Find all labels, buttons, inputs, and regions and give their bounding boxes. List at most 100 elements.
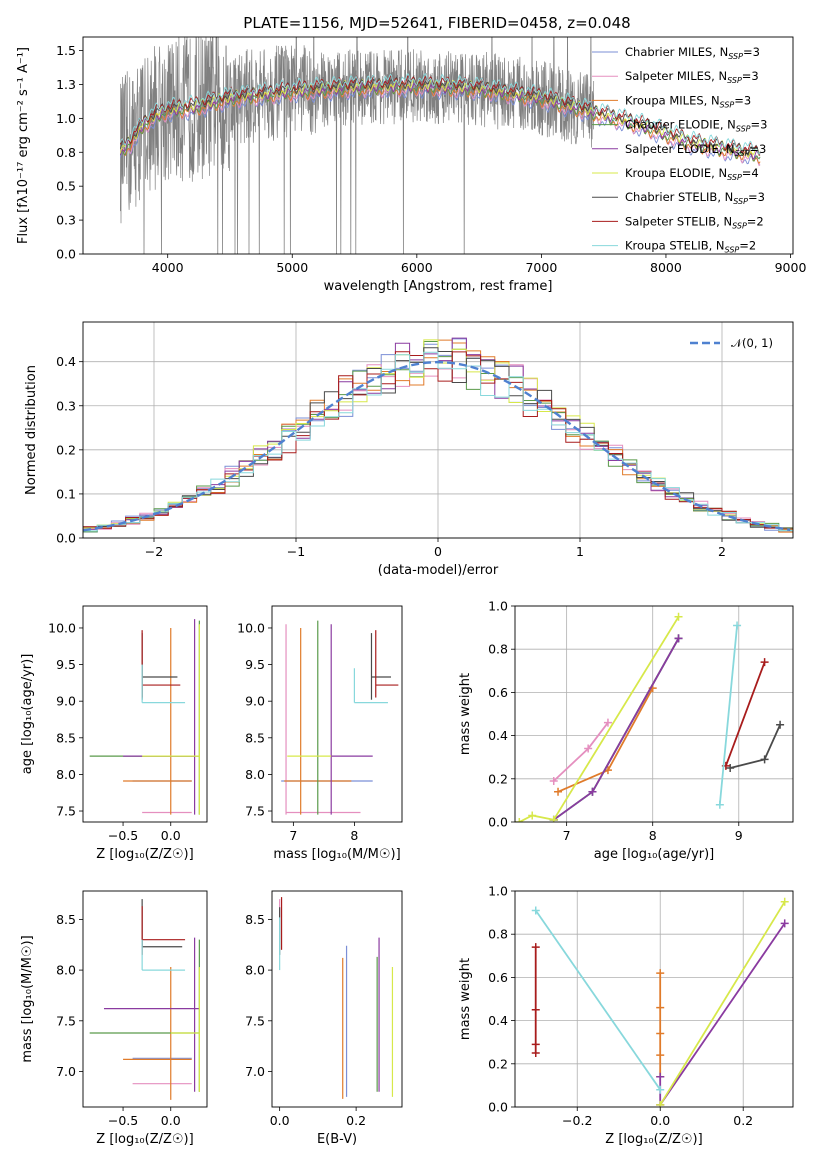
y-tick-label: 7.5	[245, 1013, 265, 1028]
legend-entry: 𝒩(0, 1)	[731, 336, 773, 350]
plot-area	[279, 897, 394, 1099]
plot-area	[89, 899, 200, 1100]
legend-entry: Salpeter ELODIE, NSSP=3	[625, 142, 766, 158]
y-tick-label: 1.5	[56, 43, 76, 58]
legend-label: Chabrier STELIB, N	[625, 190, 733, 204]
y-tick-label: 0.0	[56, 531, 76, 546]
y-tick-label: 0.4	[488, 1013, 508, 1028]
legend-entry: Salpeter MILES, NSSP=3	[625, 69, 759, 85]
y-axis-label: Normed distribution	[24, 365, 39, 495]
legend-entry: Kroupa MILES, NSSP=3	[625, 93, 751, 109]
legend-label: Salpeter MILES, N	[625, 69, 727, 83]
x-tick-label: 7	[289, 828, 297, 843]
plot-area	[119, 37, 761, 254]
axes-frame	[82, 36, 794, 255]
series-marker-2	[656, 1029, 665, 1038]
series-marker-5	[528, 811, 537, 820]
series-marker-1	[549, 776, 558, 785]
series-marker-4	[656, 1072, 665, 1081]
plot-area	[83, 337, 793, 535]
series-marker-2	[656, 1003, 665, 1012]
y-tick-label: 0.4	[56, 354, 76, 369]
series-marker-7	[531, 1005, 540, 1014]
x-tick-label: 9	[735, 828, 743, 843]
panel-mass-weight-vs-age: 7 8 9 0.0 0.2 0.4 0.6 0.8 1.0 age [log₁₀(age/yr)]…	[458, 599, 794, 862]
series-marker-5	[656, 1100, 665, 1107]
series-marker-7	[531, 1049, 540, 1057]
legend-entry: Chabrier ELODIE, NSSP=3	[625, 118, 767, 134]
series-marker-6	[760, 755, 769, 764]
legend-label: Chabrier MILES, N	[625, 45, 728, 59]
y-tick-label: 0.3	[56, 213, 76, 228]
panel-age-vs-mass: 7 8 7.5 8.0 8.5 9.0 9.5 10.0 mass [log₁₀(M/M☉)]	[237, 605, 403, 862]
y-tick-label: 0.0	[488, 1100, 508, 1115]
legend-subscript: SSP	[732, 221, 747, 230]
panel-mass-vs-Z: −0.5 0.0 7.0 7.5 8.0 8.5 Z [log₁₀(Z/Z☉)] mass […	[20, 890, 208, 1147]
observed-spectrum	[120, 37, 595, 254]
model-spectrum-7	[119, 75, 761, 156]
series-marker-5	[674, 612, 683, 621]
x-tick-label: 7	[563, 828, 571, 843]
x-axis-label: Z [log₁₀(Z/Z☉)]	[96, 847, 193, 862]
legend-label: Chabrier ELODIE, N	[625, 118, 736, 132]
x-tick-label: 7000	[525, 260, 557, 275]
series-marker-6	[726, 764, 735, 772]
axes-frame	[514, 605, 794, 823]
y-axis-label: mass weight	[458, 958, 473, 1040]
plot-area	[89, 619, 200, 815]
y-tick-label: 8.0	[56, 963, 76, 978]
series-marker-7	[531, 943, 540, 952]
y-tick-label: 9.0	[56, 694, 76, 709]
legend-subscript: SSP	[720, 100, 735, 109]
legend-label: Kroupa MILES, N	[625, 93, 720, 107]
legend-subscript: SSP	[736, 125, 751, 134]
y-tick-label: 0.1	[56, 486, 76, 501]
y-tick-label: 7.5	[56, 804, 76, 819]
legend-entry: Salpeter STELIB, NSSP=2	[625, 214, 764, 230]
legend-entry: Kroupa ELODIE, NSSP=4	[625, 166, 759, 182]
x-tick-label: 0.0	[161, 828, 181, 843]
plot-area	[515, 612, 785, 822]
y-tick-label: 0.4	[488, 728, 508, 743]
x-axis-label: mass [log₁₀(M/M☉)]	[273, 847, 400, 862]
x-axis-label: (data-model)/error	[378, 563, 499, 578]
x-tick-label: −1	[287, 544, 305, 559]
plot-area	[281, 620, 399, 815]
y-tick-label: 7.0	[245, 1064, 265, 1079]
y-tick-label: 0.8	[488, 927, 508, 942]
legend-value: =3	[742, 69, 759, 83]
legend-value: =3	[749, 142, 766, 156]
y-tick-label: 7.5	[245, 804, 265, 819]
axes-frame	[514, 890, 794, 1108]
series-line-2	[557, 687, 654, 793]
y-tick-label: 10.0	[48, 620, 76, 635]
series-marker-6	[776, 720, 785, 729]
series-line-3	[553, 637, 680, 821]
x-tick-label: 1	[576, 544, 584, 559]
figure-title: PLATE=1156, MJD=52641, FIBERID=0458, z=0…	[243, 14, 630, 32]
x-tick-label: 0.0	[270, 1113, 290, 1128]
series-marker-8	[656, 1085, 665, 1094]
series-marker-5	[515, 818, 524, 822]
y-axis-label: mass [log₁₀(M/M☉)]	[20, 935, 35, 1062]
y-tick-label: 0.5	[56, 179, 76, 194]
y-tick-label: 1.0	[488, 884, 508, 899]
y-tick-label: 0.0	[56, 247, 76, 262]
axes-frame	[82, 890, 208, 1108]
legend-subscript: SSP	[733, 197, 748, 206]
x-tick-label: 8	[350, 828, 358, 843]
legend-value: =3	[743, 45, 760, 59]
legend-label: Salpeter ELODIE, N	[625, 142, 735, 156]
x-axis-label: Z [log₁₀(Z/Z☉)]	[96, 1132, 193, 1147]
x-tick-label: −0.5	[108, 828, 138, 843]
panel-spectrum: 4000 5000 6000 7000 8000 9000 0.0 0.3 0.5 0.8 1.0 1…	[16, 36, 807, 294]
x-axis-label: wavelength [Angstrom, rest frame]	[324, 279, 553, 294]
x-tick-label: 9000	[775, 260, 807, 275]
series-marker-2	[554, 787, 563, 796]
series-marker-1	[603, 718, 612, 727]
y-tick-label: 8.0	[56, 767, 76, 782]
x-tick-label: 0	[434, 544, 442, 559]
x-tick-label: 0.2	[346, 1113, 366, 1128]
x-tick-label: 5000	[276, 260, 308, 275]
x-tick-label: −0.2	[562, 1113, 592, 1128]
